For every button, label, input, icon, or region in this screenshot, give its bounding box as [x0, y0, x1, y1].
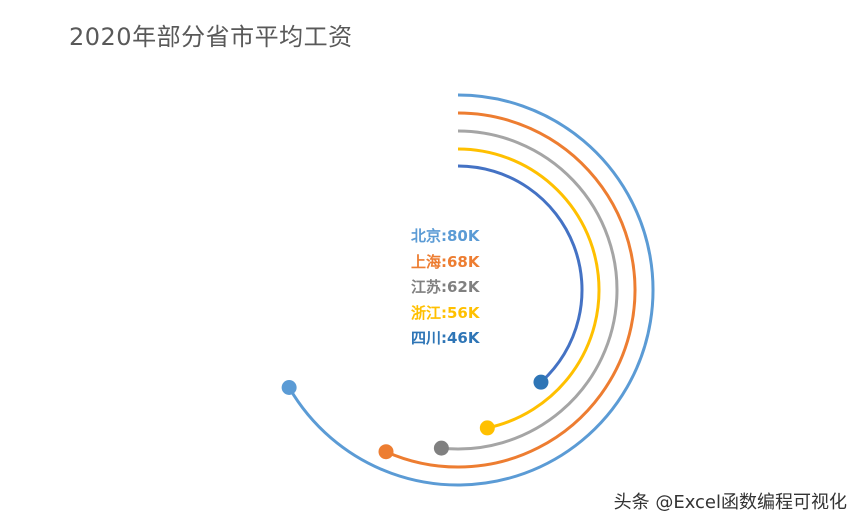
- label-beijing: 北京:80K: [411, 227, 480, 245]
- arc-sichuan: [457, 164, 584, 384]
- watermark: 头条 @Excel函数编程可视化: [613, 492, 847, 513]
- end-marker-jiangsu: [433, 440, 449, 456]
- arc-zhejiang: [457, 147, 601, 430]
- arc-shanghai: [385, 111, 637, 469]
- end-marker-zhejiang: [479, 420, 495, 436]
- label-sichuan: 四川:46K: [411, 329, 480, 347]
- label-shanghai: 上海:68K: [411, 252, 480, 271]
- arc-jiangsu: [441, 129, 619, 451]
- label-jiangsu: 江苏:62K: [411, 278, 480, 296]
- end-marker-sichuan: [533, 374, 549, 390]
- arc-beijing: [287, 93, 655, 487]
- chart-title: 2020年部分省市平均工资: [69, 23, 353, 51]
- label-zhejiang: 浙江:56K: [411, 303, 480, 322]
- data-label-list: 北京:80K 上海:68K 江苏:62K 浙江:56K 四川:46K: [411, 224, 480, 352]
- end-marker-beijing: [281, 380, 297, 395]
- end-marker-shanghai: [378, 444, 394, 460]
